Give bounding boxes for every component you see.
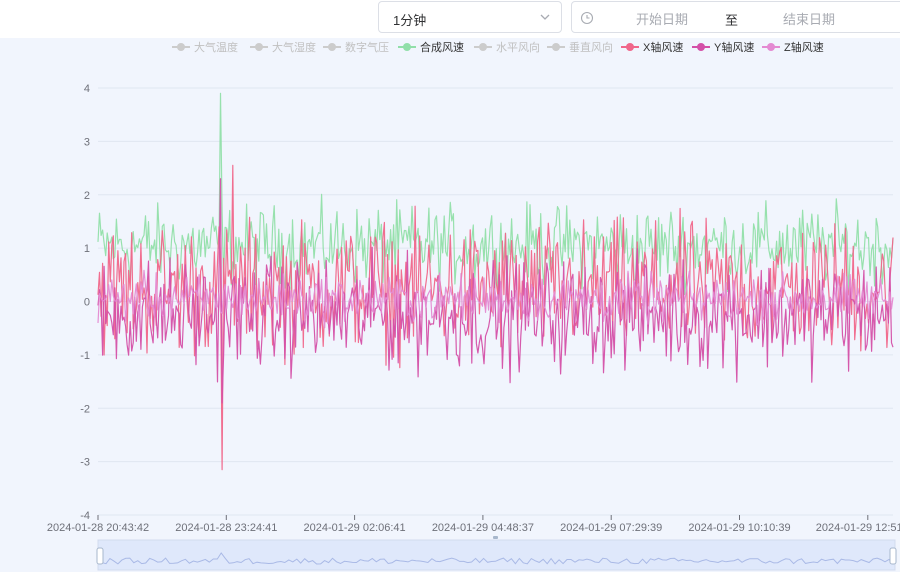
zoom-handle-right[interactable] [889, 547, 897, 565]
legend-marker [403, 43, 411, 51]
legend-marker [328, 43, 336, 51]
y-tick-label: -2 [80, 403, 90, 415]
legend-label: 大气温度 [194, 40, 238, 54]
legend-label: 水平风向 [496, 40, 540, 54]
plot-area [97, 92, 894, 471]
legend-marker [697, 43, 705, 51]
legend-marker [479, 43, 487, 51]
legend-item[interactable]: 水平风向 [474, 40, 540, 54]
legend-item[interactable]: 合成风速 [398, 40, 464, 54]
legend-label: Z轴风速 [784, 40, 824, 54]
legend-marker [255, 43, 263, 51]
y-tick-label: 2 [84, 190, 90, 202]
y-tick-label: 4 [84, 83, 90, 95]
zoom-handle-left[interactable] [96, 547, 104, 565]
interval-select-value: 1分钟 [393, 13, 427, 28]
interval-select[interactable]: 1分钟 [378, 1, 562, 33]
zoom-preview-line [97, 552, 894, 565]
y-tick-label: 0 [84, 297, 90, 309]
series-line [97, 178, 894, 404]
y-tick-label: -3 [80, 457, 90, 469]
y-axis: 4 3 2 1 0 -1 -2 -3 -4 [80, 83, 90, 522]
legend-label: 垂直风向 [569, 40, 613, 54]
legend-label: Y轴风速 [714, 40, 754, 54]
legend-label: 大气湿度 [272, 40, 316, 54]
x-tick-label: 2024-01-29 04:48:37 [432, 522, 534, 534]
data-zoom-slider[interactable] [96, 536, 897, 571]
x-tick-label: 2024-01-29 12:51 [816, 522, 900, 534]
toolbar: 1分钟 至 [0, 0, 900, 38]
x-tick-label: 2024-01-28 23:24:41 [175, 522, 277, 534]
legend-label: 数字气压 [345, 40, 389, 54]
legend-item[interactable]: 垂直风向 [547, 40, 613, 54]
y-tick-label: -1 [80, 350, 90, 362]
legend-marker [552, 43, 560, 51]
y-tick-label: 1 [84, 243, 90, 255]
x-tick-label: 2024-01-29 10:10:39 [688, 522, 790, 534]
x-tick-label: 2024-01-29 07:29:39 [560, 522, 662, 534]
x-axis: 2024-01-28 20:43:42 2024-01-28 23:24:41 20… [47, 515, 900, 534]
legend-label: X轴风速 [643, 40, 683, 54]
legend-marker [177, 43, 185, 51]
legend-item[interactable]: Z轴风速 [762, 40, 824, 54]
legend-marker [767, 43, 775, 51]
chevron-down-icon [540, 14, 550, 20]
chart-legend: 大气温度 大气湿度 数字气压 合成风速 水平风向 垂直风向 X轴风速 Y轴风速 Z轴风速 [172, 40, 824, 54]
legend-label: 合成风速 [420, 40, 464, 54]
legend-item[interactable]: 大气温度 [172, 40, 238, 54]
x-tick-label: 2024-01-29 02:06:41 [304, 522, 406, 534]
series-line [97, 269, 894, 329]
legend-item[interactable]: 数字气压 [323, 40, 389, 54]
legend-marker [626, 43, 634, 51]
legend-item[interactable]: 大气湿度 [250, 40, 316, 54]
end-date-input[interactable] [752, 9, 866, 29]
date-range-picker[interactable]: 至 [571, 1, 900, 33]
y-tick-label: -4 [80, 510, 90, 522]
y-tick-label: 3 [84, 136, 90, 148]
clock-icon [580, 11, 594, 25]
wind-speed-chart: 大气温度 大气湿度 数字气压 合成风速 水平风向 垂直风向 X轴风速 Y轴风速 Z轴风速 4 3 2… [47, 40, 900, 571]
legend-item[interactable]: X轴风速 [621, 40, 683, 54]
series-line [97, 164, 894, 471]
range-separator: 至 [725, 13, 739, 28]
start-date-input[interactable] [600, 9, 724, 29]
zoom-track [97, 539, 896, 571]
zoom-move-handle[interactable] [493, 536, 498, 539]
x-tick-label: 2024-01-28 20:43:42 [47, 522, 149, 534]
legend-item[interactable]: Y轴风速 [692, 40, 754, 54]
